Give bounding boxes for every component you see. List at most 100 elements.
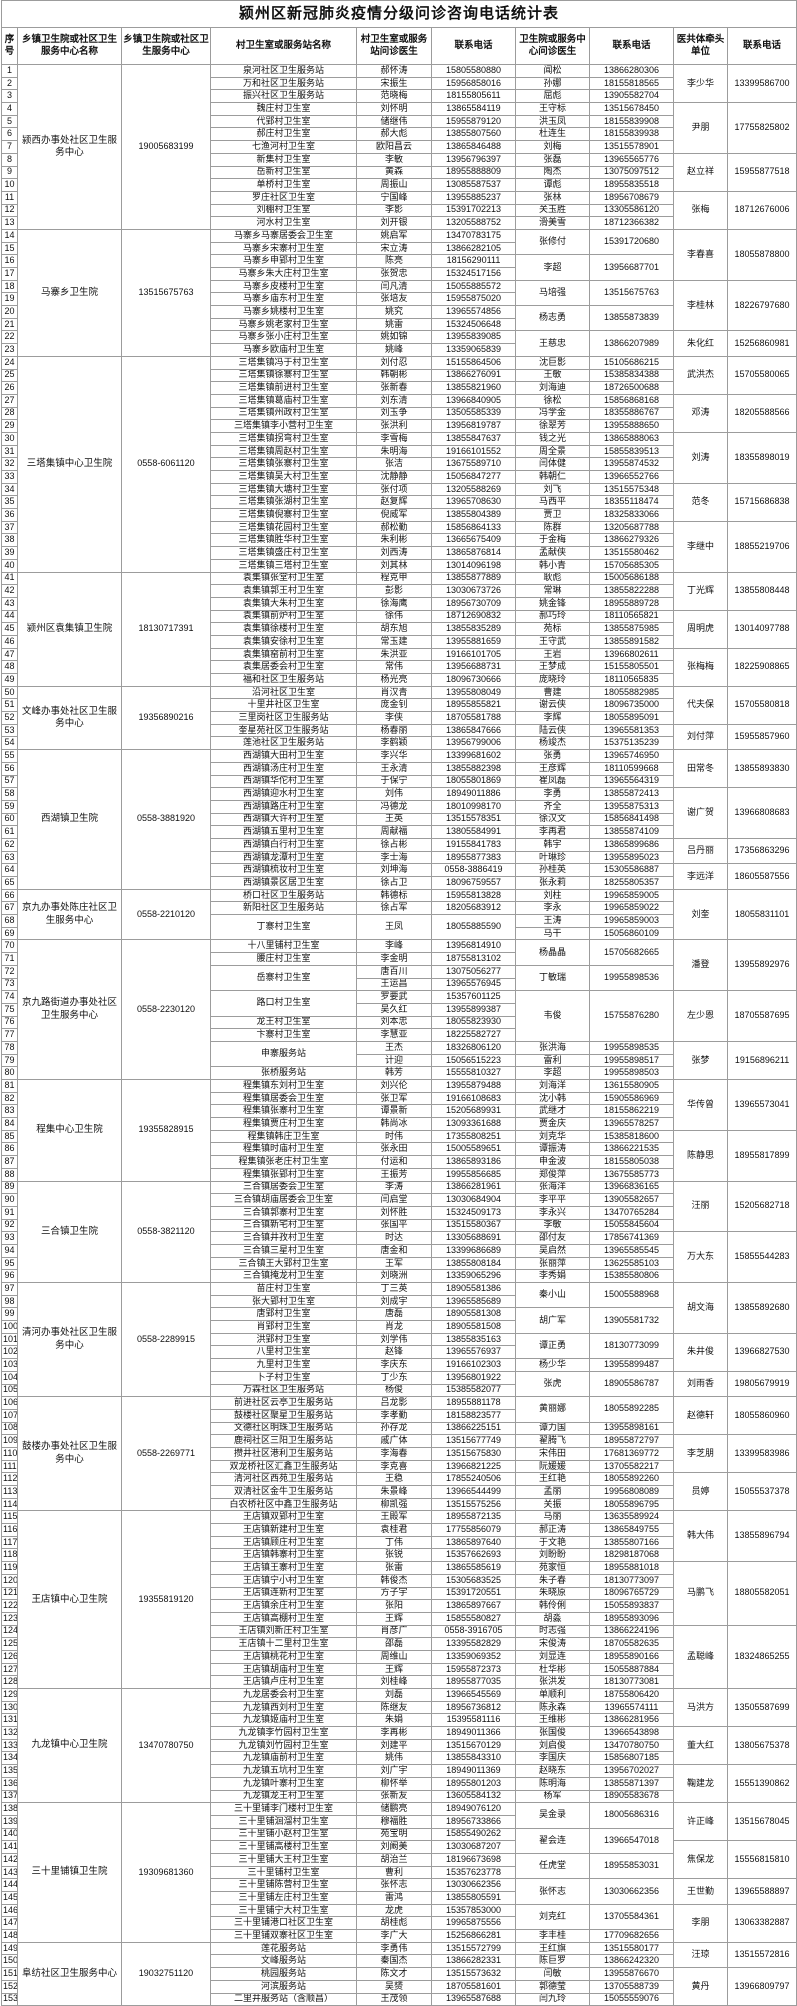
center-phone: 13470780750 (121, 1687, 211, 1804)
center-doctor-phone: 13305586120 (589, 203, 674, 218)
center-doctor: 谭力国 (515, 1421, 590, 1436)
center-name: 颍州区袁集镇卫生院 (17, 571, 122, 687)
station-phone: 13955808049 (431, 685, 516, 700)
row-index: 48 (1, 660, 18, 674)
row-index: 94 (1, 1243, 18, 1258)
row-index: 97 (1, 1282, 18, 1296)
station-phone: 18905581508 (431, 1320, 516, 1334)
station-doctor: 朱景峰 (356, 1485, 432, 1499)
row-index: 13 (1, 216, 18, 230)
medical-group-leader: 刘奎 (673, 888, 728, 941)
station-name: 马寨乡姚楼村卫生室 (210, 305, 357, 319)
center-doctor-phone: 15055845604 (589, 1218, 674, 1233)
medical-group-leader: 汪琼 (673, 1941, 728, 1969)
medical-group-leader: 范冬 (673, 482, 728, 522)
center-phone: 18130717391 (121, 571, 211, 687)
row-index: 12 (1, 203, 18, 218)
center-doctor: 李超 (515, 1066, 590, 1080)
center-doctor-phone: 13205687788 (589, 520, 674, 535)
station-name: 三十里铺双寨社区卫生室 (210, 1929, 357, 1943)
station-phone: 13515575256 (431, 1497, 516, 1512)
station-phone: 18956730709 (431, 596, 516, 611)
table-row: 92 三合镇新宅村卫生室 张国平 13515580367 李敏 15055845604 (1, 1218, 797, 1233)
station-phone: 18955877035 (431, 1675, 516, 1689)
station-doctor: 韩俊杰 (356, 1573, 432, 1588)
center-doctor: 秦小山 (515, 1281, 590, 1309)
station-doctor: 欧阳昌云 (356, 140, 432, 154)
medical-group-leader: 武洪杰 (673, 355, 728, 395)
station-name: 九龙镇龙王村卫生室 (210, 1789, 357, 1804)
center-doctor: 单顺利 (515, 1688, 590, 1702)
center-name: 九龙镇中心卫生院 (17, 1687, 122, 1804)
station-doctor: 王振芳 (356, 1167, 432, 1182)
table-row: 39 三塔集镇盛庄村卫生室 刘西涛 13865876814 孟献侠 13515580462 (1, 546, 797, 560)
center-doctor: 常琳 (515, 584, 590, 598)
center-doctor: 胡广军 (515, 1307, 590, 1334)
station-phone: 18196673698 (431, 1852, 516, 1867)
station-phone: 17355808251 (431, 1129, 516, 1144)
station-name: 袁集镇张堂村卫生室 (210, 571, 357, 586)
station-name: 九龙镇西刘村卫生室 (210, 1700, 357, 1715)
station-doctor: 王军 (356, 1256, 432, 1271)
station-phone: 0558-3916705 (431, 1624, 516, 1639)
station-doctor: 李涛 (356, 1180, 432, 1195)
station-phone: 18096730666 (431, 673, 516, 687)
row-index: 34 (1, 482, 18, 497)
station-phone: 18949011886 (431, 787, 516, 801)
station-name: 马寨乡姚老家村卫生室 (210, 317, 357, 332)
column-header-row: 序号 乡镇卫生院或社区卫生服务中心名称 乡镇卫生院或社区卫生服务中心 村卫生室或服务站… (1, 27, 797, 65)
row-index: 77 (1, 1028, 18, 1042)
station-doctor: 李孝勤 (356, 1408, 432, 1423)
center-doctor: 贾卫 (515, 508, 590, 522)
row-index: 8 (1, 152, 18, 167)
center-doctor: 徐汉文 (515, 812, 590, 827)
station-phone: 13966544499 (431, 1485, 516, 1499)
station-phone: 13665675409 (431, 533, 516, 548)
center-doctor: 杜华彬 (515, 1662, 590, 1677)
station-name: 三合镇井孜村卫生室 (210, 1231, 357, 1245)
station-name: 西湖镇五里村卫生室 (210, 825, 357, 839)
station-doctor: 彭影 (356, 584, 432, 598)
center-doctor-phone: 13865888063 (589, 431, 674, 446)
station-name: 河水村卫生室 (210, 216, 357, 230)
station-phone: 13205588269 (431, 482, 516, 497)
row-index: 130 (1, 1700, 18, 1715)
center-doctor-phone: 15005686188 (589, 571, 674, 586)
row-index: 143 (1, 1865, 18, 1880)
medical-group-leader: 韩大伟 (673, 1510, 728, 1563)
station-doctor: 李兴华 (356, 749, 432, 763)
center-doctor: 宋俊涛 (515, 1637, 590, 1651)
medical-group-leader: 丁光辉 (673, 571, 728, 611)
center-doctor: 杜连生 (515, 127, 590, 142)
row-index: 18 (1, 279, 18, 294)
center-doctor-phone: 13965564319 (589, 774, 674, 789)
center-doctor-phone: 18955890166 (589, 1649, 674, 1664)
station-doctor: 王杰 (356, 1040, 432, 1055)
center-doctor: 刘海迪 (515, 381, 590, 395)
station-name: 三塔集镇前进村卫生室 (210, 381, 357, 395)
station-name: 三合镇郭寨村卫生室 (210, 1205, 357, 1220)
center-doctor-phone: 13965574111 (589, 1700, 674, 1715)
station-name: 卜子村卫生室 (210, 1370, 357, 1385)
center-doctor-phone: 13866224196 (589, 1624, 674, 1639)
row-index: 84 (1, 1117, 18, 1131)
row-index: 37 (1, 520, 18, 535)
station-phone: 13956814910 (431, 939, 516, 954)
center-doctor: 张虎 (515, 1370, 590, 1398)
station-phone: 13855808184 (431, 1256, 516, 1271)
table-row: 79 计迎 15056515223 雷利 19955898517 (1, 1053, 797, 1068)
station-doctor: 徐占卫 (356, 876, 432, 890)
center-doctor-phone: 17709682656 (589, 1929, 674, 1943)
station-phone: 13956799006 (431, 736, 516, 751)
station-doctor: 王稳 (356, 1472, 432, 1486)
center-doctor-phone: 18155862219 (589, 1104, 674, 1119)
station-phone: 13966545569 (431, 1688, 516, 1702)
center-doctor-phone: 19956808089 (589, 1485, 674, 1499)
station-doctor: 李影 (356, 203, 432, 218)
station-phone: 13956688731 (431, 660, 516, 674)
station-doctor: 宁国峰 (356, 190, 432, 205)
center-doctor-phone: 19965859005 (589, 888, 674, 903)
center-doctor-phone: 13866279326 (589, 533, 674, 548)
station-doctor: 肖彦广 (356, 1624, 432, 1639)
center-doctor-phone: 13030662356 (589, 1878, 674, 1905)
